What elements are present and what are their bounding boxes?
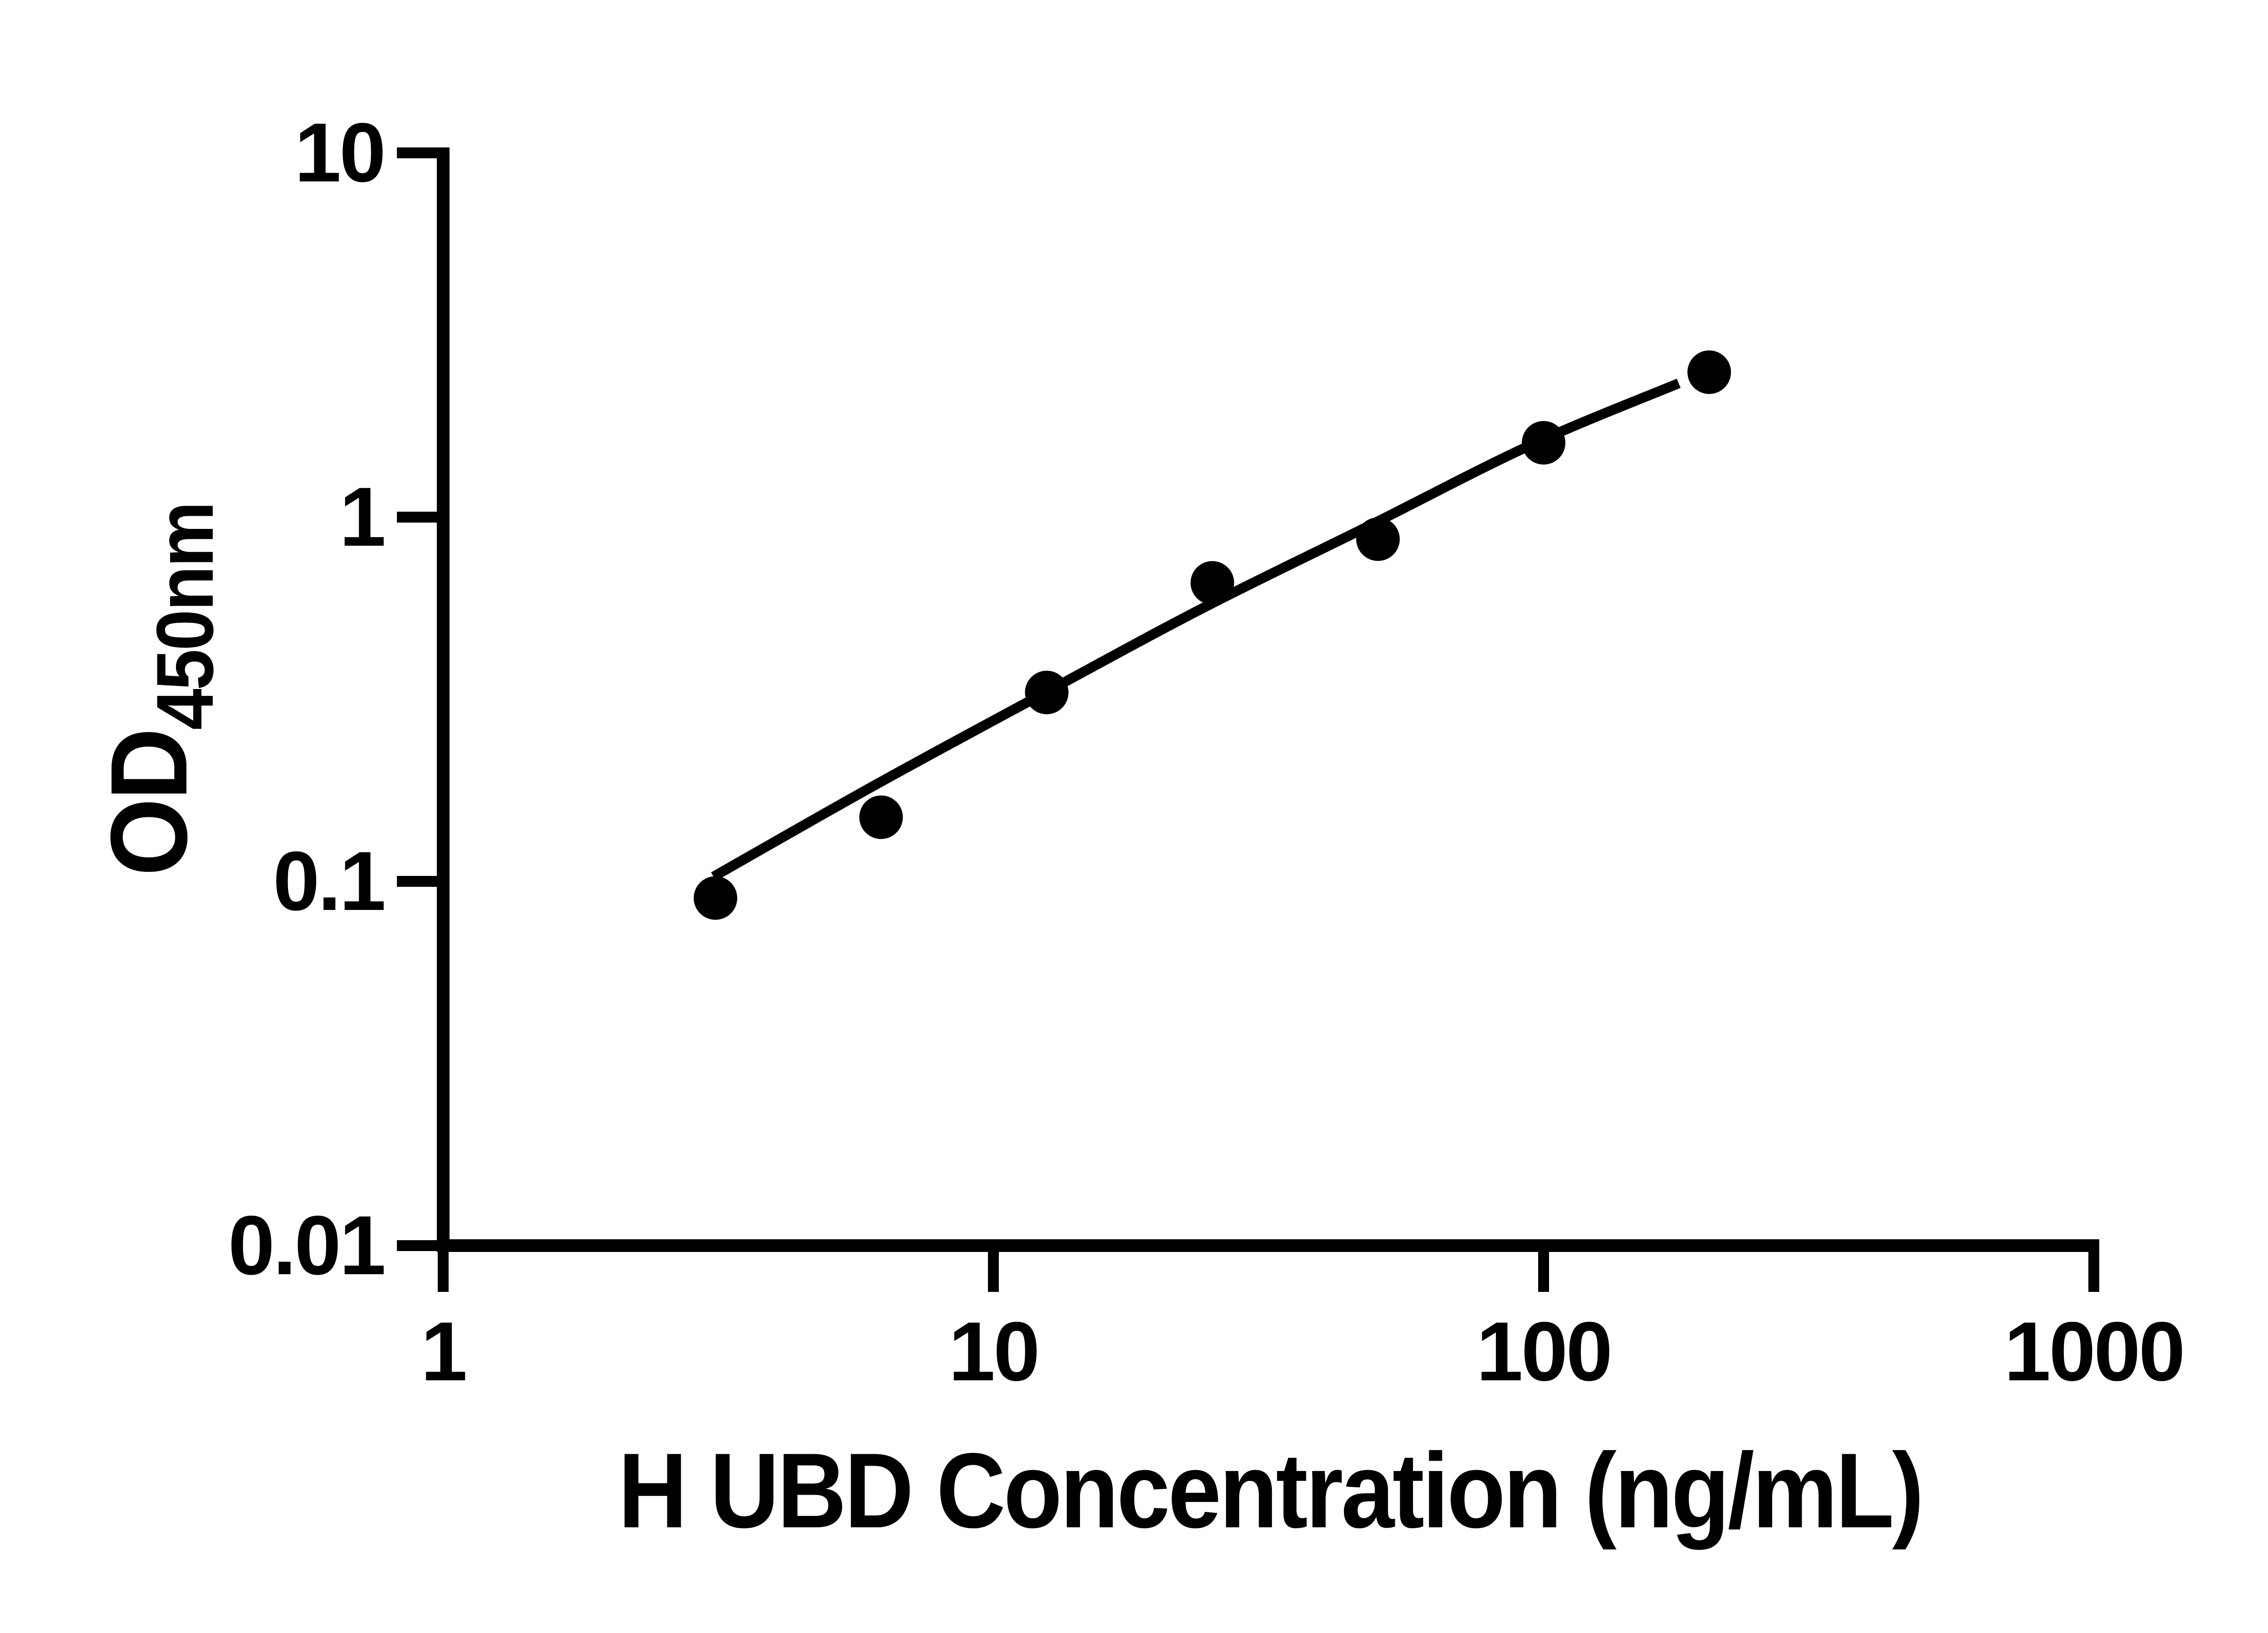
- x-axis-tick-labels: 1 10 100 1000: [421, 1305, 2185, 1398]
- x-tick-label: 100: [1476, 1305, 1611, 1398]
- data-point: [859, 795, 903, 839]
- y-axis-title-main: OD: [88, 730, 210, 876]
- data-point: [1190, 561, 1234, 605]
- x-tick-label: 10: [948, 1305, 1038, 1398]
- plot-area: 10 1 0.1 0.01 1 10 100 1000: [228, 106, 2185, 1398]
- x-tick: [988, 1252, 999, 1292]
- y-axis-tick-labels: 10 1 0.1 0.01: [228, 106, 386, 1292]
- y-tick: [397, 876, 437, 887]
- data-point: [1522, 421, 1565, 465]
- x-axis-title: H UBD Concentration (ng/mL): [618, 1431, 1924, 1550]
- x-axis: [437, 1239, 2099, 1252]
- x-axis-ticks: [438, 1252, 2099, 1292]
- data-points: [694, 350, 1731, 920]
- y-tick: [397, 512, 437, 523]
- y-axis-ticks: [397, 147, 437, 1251]
- y-tick-label: 0.01: [228, 1199, 384, 1292]
- x-tick-label: 1: [421, 1305, 466, 1398]
- x-tick: [2088, 1252, 2099, 1292]
- y-axis-title: OD450nm: [86, 503, 231, 876]
- data-point: [694, 876, 738, 920]
- y-tick-label: 10: [294, 106, 384, 200]
- x-tick-label: 1000: [2004, 1305, 2184, 1398]
- data-point: [1356, 517, 1400, 561]
- data-point: [1687, 350, 1731, 394]
- y-axis-title-subscript: 450nm: [140, 503, 230, 730]
- y-tick: [397, 1240, 437, 1251]
- y-tick-label: 1: [339, 470, 384, 564]
- y-axis: [437, 147, 450, 1252]
- data-point: [1025, 670, 1069, 714]
- y-tick: [397, 147, 437, 158]
- y-tick-label: 0.1: [273, 835, 384, 928]
- x-tick: [438, 1252, 449, 1292]
- x-tick: [1538, 1252, 1549, 1292]
